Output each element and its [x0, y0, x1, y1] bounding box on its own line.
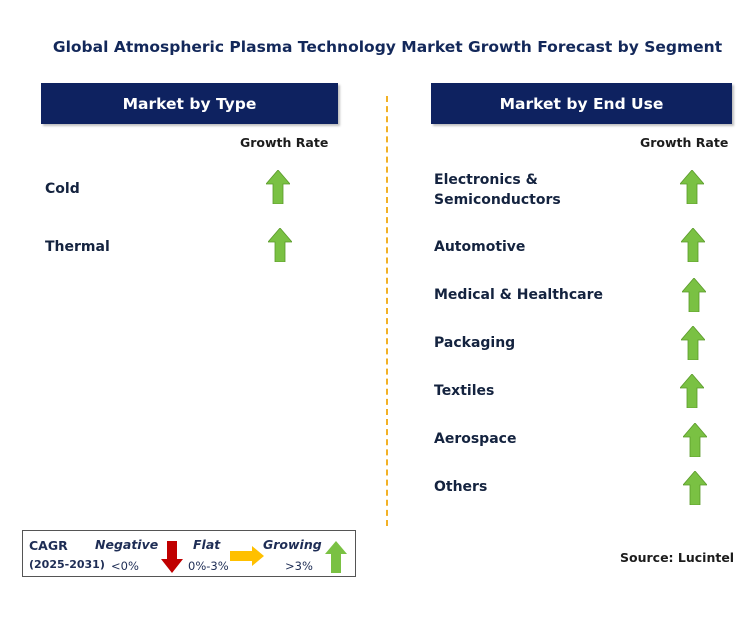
up-arrow-icon: [266, 170, 290, 204]
segment-label-others: Others: [434, 479, 488, 495]
segment-label-automotive: Automotive: [434, 239, 526, 255]
segment-label-aerospace: Aerospace: [434, 431, 517, 447]
up-arrow-icon: [680, 170, 704, 204]
up-arrow-icon: [683, 471, 707, 505]
market-by-end-use-header: Market by End Use: [431, 83, 732, 124]
up-arrow-icon: [681, 326, 705, 360]
segment-label-textiles: Textiles: [434, 383, 495, 399]
legend-negative-range: <0%: [111, 559, 139, 573]
legend-flat-range: 0%-3%: [188, 559, 229, 573]
right-arrow-icon: [230, 546, 264, 570]
type-growth-rate-label: Growth Rate: [240, 135, 329, 150]
end-use-growth-rate-label: Growth Rate: [640, 135, 729, 150]
legend-flat-label: Flat: [193, 537, 221, 552]
up-arrow-icon: [268, 228, 292, 262]
legend-negative-label: Negative: [95, 537, 159, 552]
segment-label-cold: Cold: [45, 181, 80, 197]
up-arrow-icon: [325, 541, 347, 577]
segment-label-electronics: Electronics & Semiconductors: [434, 172, 561, 208]
source-label: Source: Lucintel: [620, 550, 735, 565]
segment-label-thermal: Thermal: [45, 239, 110, 255]
segment-label-medical: Medical & Healthcare: [434, 287, 604, 303]
up-arrow-icon: [681, 228, 705, 262]
segment-label-packaging: Packaging: [434, 335, 516, 351]
legend-cagr-label: CAGR: [29, 538, 68, 553]
up-arrow-icon: [682, 278, 706, 312]
up-arrow-icon: [683, 423, 707, 457]
legend-growing-label: Growing: [263, 537, 322, 552]
legend-period: (2025-2031): [29, 558, 105, 571]
legend-growing-range: >3%: [285, 559, 313, 573]
cagr-legend: CAGR (2025-2031) Negative <0% Flat 0%-3%…: [22, 530, 356, 577]
down-arrow-icon: [161, 541, 183, 577]
market-by-type-header: Market by Type: [41, 83, 338, 124]
up-arrow-icon: [680, 374, 704, 408]
page-title: Global Atmospheric Plasma Technology Mar…: [52, 38, 723, 56]
panel-divider: [386, 96, 388, 526]
